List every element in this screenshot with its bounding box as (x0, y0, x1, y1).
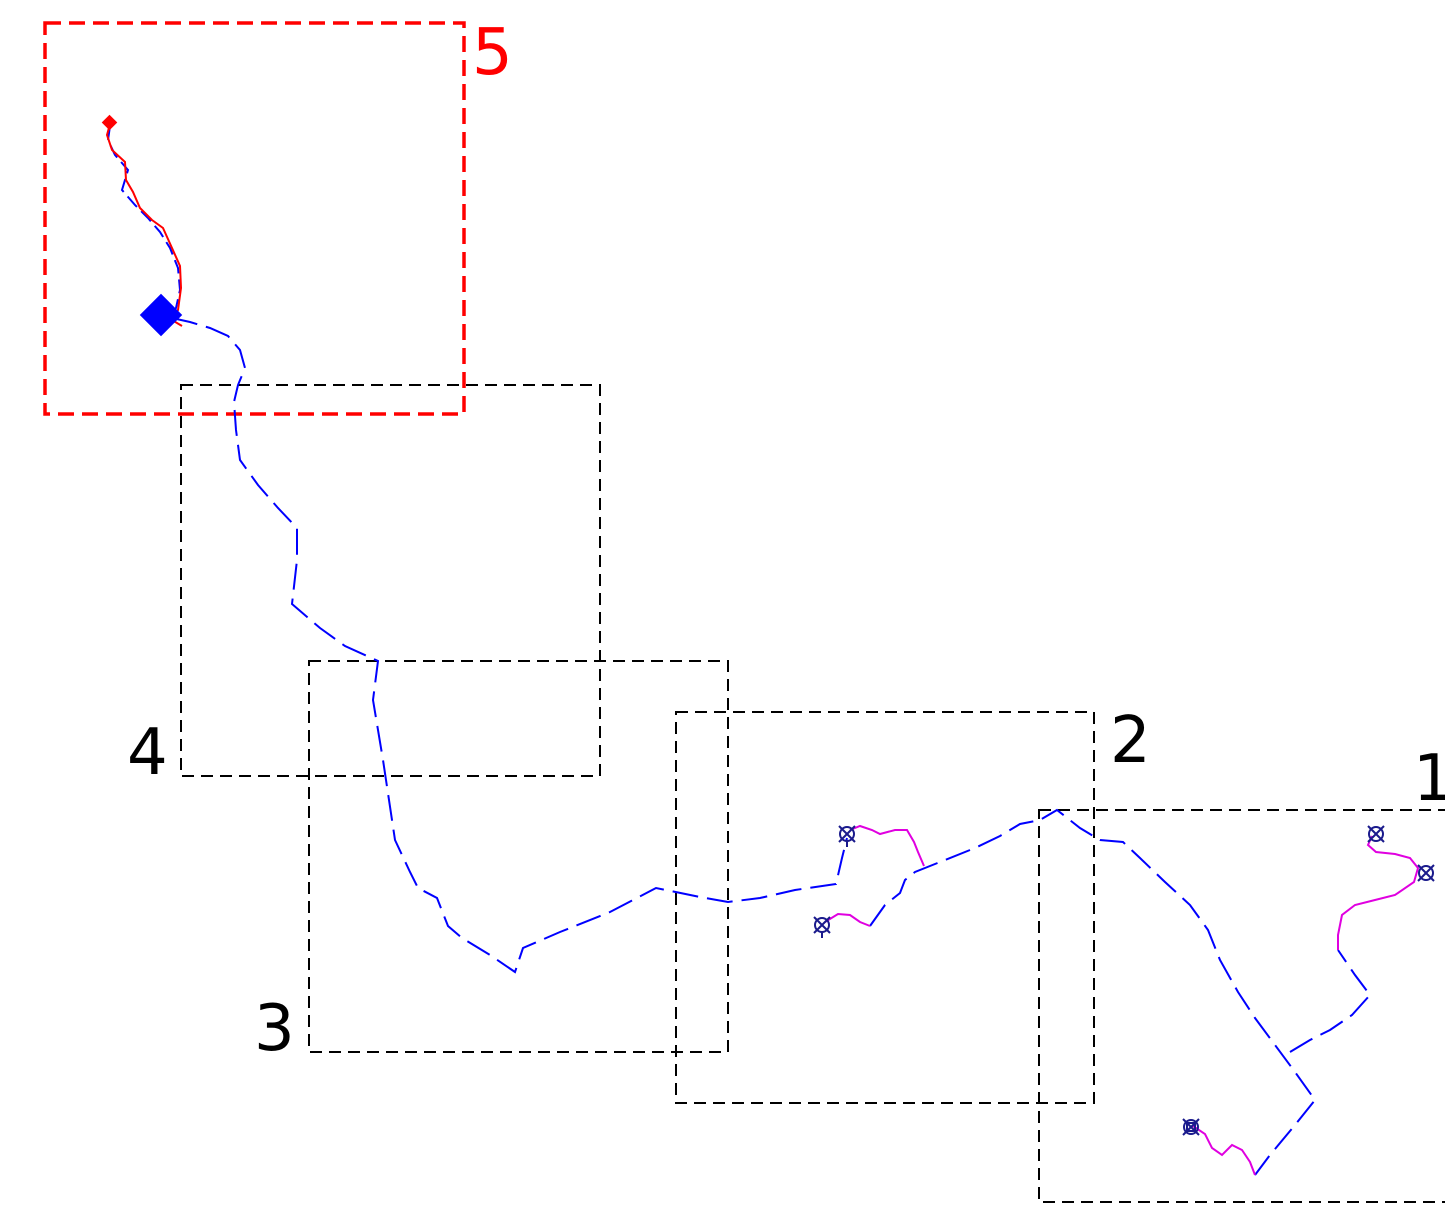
region-label-1: 1 (1413, 742, 1445, 816)
agent-path-region1-top (1337, 835, 1420, 950)
region-5-red-path (105, 123, 183, 327)
region-label-2: 2 (1110, 704, 1151, 778)
region-box-2 (675, 711, 1095, 1104)
region-label-5: 5 (472, 16, 513, 90)
markers (101, 114, 183, 337)
robot-icon (813, 916, 831, 938)
robot-icon (838, 825, 856, 847)
region-labels: 5 4 3 2 1 (127, 16, 1445, 1066)
region-label-4: 4 (127, 716, 168, 790)
robot-icon (1367, 825, 1385, 843)
branch-trajectory-a (869, 808, 1317, 1176)
agent-icons (813, 825, 1435, 1136)
region-label-3: 3 (254, 992, 295, 1066)
region-boxes (43, 21, 1445, 1203)
start-diamond-icon (139, 293, 183, 337)
agent-path-region2-top (849, 824, 925, 867)
trajectory-paths (171, 317, 1372, 1176)
region-box-1 (1038, 809, 1445, 1203)
branch-trajectory-b (1289, 949, 1372, 1053)
region-box-4 (180, 384, 601, 777)
region-5-paths (105, 123, 183, 327)
agent-path-region1-bottom (1192, 1125, 1256, 1176)
region-box-3 (308, 660, 729, 1053)
agent-path-region2-bottom (824, 912, 871, 927)
robot-icon (1182, 1118, 1200, 1136)
goal-diamond-icon (101, 114, 118, 131)
region-box-5 (43, 21, 466, 416)
robot-icon (1417, 864, 1435, 882)
main-trajectory (171, 317, 848, 974)
agent-paths (824, 824, 1420, 1176)
